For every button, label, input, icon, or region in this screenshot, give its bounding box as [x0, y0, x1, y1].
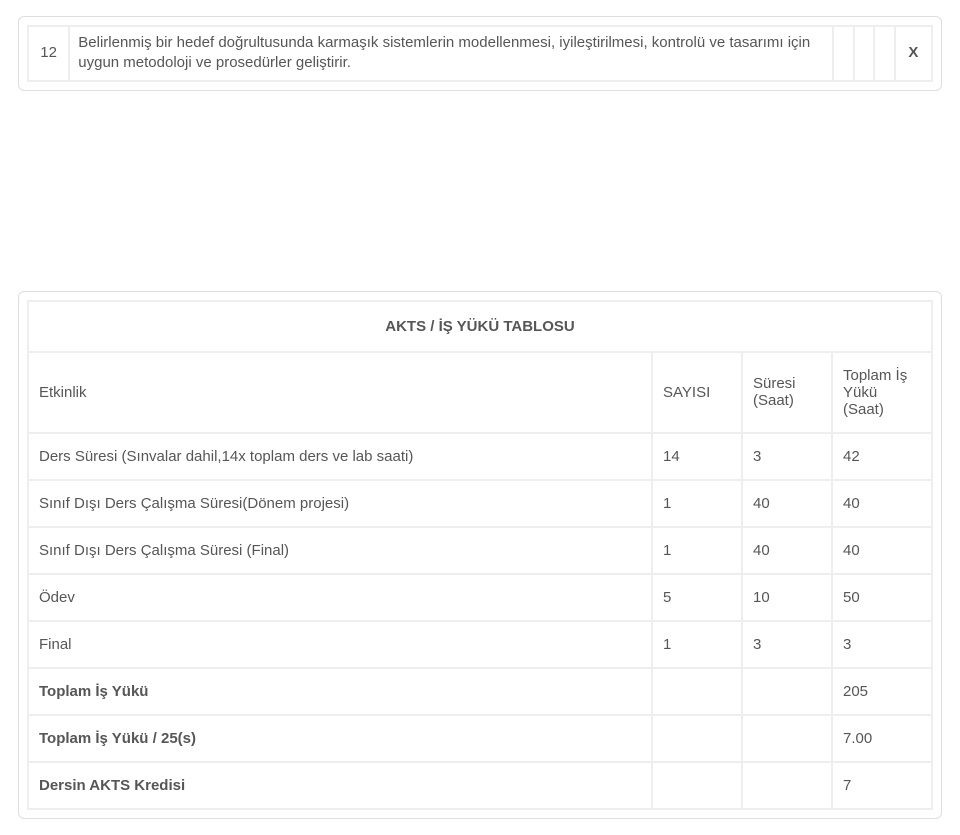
- row-label: Final: [28, 621, 652, 668]
- outcome-row-container: 12 Belirlenmiş bir hedef doğrultusunda k…: [18, 16, 942, 91]
- outcome-col-spacer-1: [833, 26, 854, 81]
- row-label: Ders Süresi (Sınvalar dahil,14x toplam d…: [28, 433, 652, 480]
- row-duration: 40: [742, 527, 832, 574]
- row-duration: 3: [742, 433, 832, 480]
- row-count: 5: [652, 574, 742, 621]
- summary-blank: [742, 668, 832, 715]
- summary-row: Dersin AKTS Kredisi 7: [28, 762, 932, 809]
- row-total: 50: [832, 574, 932, 621]
- row-label: Sınıf Dışı Ders Çalışma Süresi(Dönem pro…: [28, 480, 652, 527]
- summary-blank: [652, 762, 742, 809]
- workload-container: AKTS / İŞ YÜKÜ TABLOSU Etkinlik SAYISI S…: [18, 291, 942, 819]
- summary-row: Toplam İş Yükü / 25(s) 7.00: [28, 715, 932, 762]
- summary-blank: [742, 762, 832, 809]
- workload-table: AKTS / İŞ YÜKÜ TABLOSU Etkinlik SAYISI S…: [27, 300, 933, 810]
- row-count: 1: [652, 527, 742, 574]
- summary-blank: [742, 715, 832, 762]
- header-count: SAYISI: [652, 352, 742, 433]
- outcome-row: 12 Belirlenmiş bir hedef doğrultusunda k…: [28, 26, 932, 81]
- outcome-table: 12 Belirlenmiş bir hedef doğrultusunda k…: [27, 25, 933, 82]
- table-row: Sınıf Dışı Ders Çalışma Süresi(Dönem pro…: [28, 480, 932, 527]
- summary-value: 7: [832, 762, 932, 809]
- row-count: 1: [652, 621, 742, 668]
- row-total: 40: [832, 527, 932, 574]
- table-row: Ödev 5 10 50: [28, 574, 932, 621]
- summary-label-akts: Dersin AKTS Kredisi: [28, 762, 652, 809]
- summary-label: Toplam İş Yükü: [28, 668, 652, 715]
- summary-label: Toplam İş Yükü / 25(s): [28, 715, 652, 762]
- summary-row: Toplam İş Yükü 205: [28, 668, 932, 715]
- workload-header-row: Etkinlik SAYISI Süresi (Saat) Toplam İş …: [28, 352, 932, 433]
- row-count: 1: [652, 480, 742, 527]
- row-total: 40: [832, 480, 932, 527]
- outcome-number: 12: [28, 26, 69, 81]
- summary-value: 205: [832, 668, 932, 715]
- summary-value: 7.00: [832, 715, 932, 762]
- outcome-col-spacer-3: [874, 26, 895, 81]
- row-duration: 40: [742, 480, 832, 527]
- header-duration: Süresi (Saat): [742, 352, 832, 433]
- workload-title-row: AKTS / İŞ YÜKÜ TABLOSU: [28, 301, 932, 352]
- row-label: Ödev: [28, 574, 652, 621]
- summary-blank: [652, 668, 742, 715]
- header-activity: Etkinlik: [28, 352, 652, 433]
- workload-title: AKTS / İŞ YÜKÜ TABLOSU: [28, 301, 932, 352]
- table-row: Final 1 3 3: [28, 621, 932, 668]
- row-count: 14: [652, 433, 742, 480]
- outcome-description: Belirlenmiş bir hedef doğrultusunda karm…: [69, 26, 833, 81]
- row-label: Sınıf Dışı Ders Çalışma Süresi (Final): [28, 527, 652, 574]
- summary-blank: [652, 715, 742, 762]
- header-total: Toplam İş Yükü (Saat): [832, 352, 932, 433]
- outcome-mark: X: [895, 26, 932, 81]
- row-total: 3: [832, 621, 932, 668]
- outcome-col-spacer-2: [854, 26, 875, 81]
- table-row: Ders Süresi (Sınvalar dahil,14x toplam d…: [28, 433, 932, 480]
- table-row: Sınıf Dışı Ders Çalışma Süresi (Final) 1…: [28, 527, 932, 574]
- row-total: 42: [832, 433, 932, 480]
- row-duration: 10: [742, 574, 832, 621]
- row-duration: 3: [742, 621, 832, 668]
